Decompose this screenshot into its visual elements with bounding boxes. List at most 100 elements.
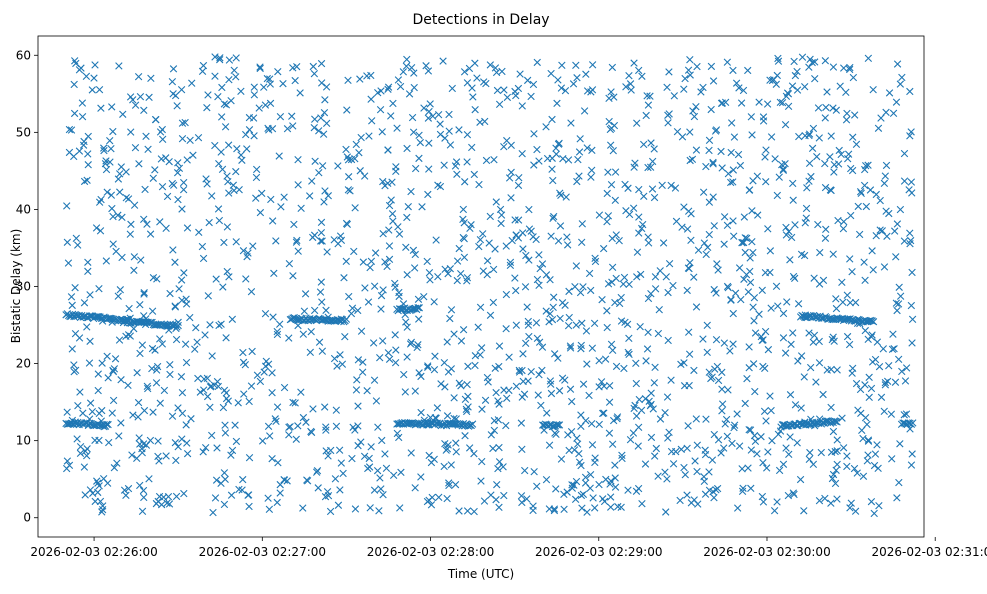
data-point (839, 298, 847, 306)
data-point (805, 329, 813, 337)
data-point (475, 242, 483, 251)
data-point (713, 260, 721, 268)
data-point (476, 118, 484, 126)
data-point (573, 434, 581, 442)
data-point (888, 345, 897, 353)
data-point (515, 368, 524, 376)
data-point (797, 352, 806, 360)
data-point (493, 86, 502, 95)
data-point (755, 310, 763, 318)
data-point (797, 404, 805, 412)
data-point (106, 158, 114, 166)
data-point (463, 158, 471, 166)
data-point (906, 132, 914, 140)
data-point (463, 380, 471, 389)
data-point (463, 131, 472, 139)
data-point (203, 392, 212, 401)
data-point (402, 62, 411, 70)
data-point (737, 295, 745, 304)
data-point (332, 422, 341, 430)
data-point (227, 491, 236, 499)
data-point (366, 263, 374, 272)
data-point (177, 373, 186, 381)
data-point (245, 126, 254, 134)
data-point (417, 372, 425, 381)
data-point (587, 286, 595, 295)
data-point (391, 331, 399, 339)
data-point (368, 117, 376, 125)
data-point (683, 491, 691, 499)
data-point (149, 174, 157, 182)
data-point (232, 73, 240, 81)
data-point (629, 204, 638, 212)
data-point (109, 127, 117, 136)
data-point (391, 359, 400, 367)
data-point (403, 213, 411, 222)
data-point (388, 178, 396, 186)
data-point (467, 221, 475, 229)
data-point (406, 340, 415, 348)
data-point (453, 276, 461, 285)
data-point (536, 264, 544, 273)
data-point (579, 283, 587, 291)
data-point (158, 340, 167, 348)
data-point (134, 413, 142, 421)
data-point (201, 443, 210, 452)
data-point (277, 203, 285, 211)
data-point (260, 368, 268, 376)
data-point (228, 315, 237, 323)
data-point (635, 229, 643, 237)
data-point (578, 238, 586, 247)
data-point (515, 366, 523, 375)
data-point (401, 388, 409, 396)
data-point (585, 391, 593, 400)
data-point (693, 441, 702, 449)
data-point (637, 406, 646, 414)
data-point (701, 450, 710, 459)
data-point (908, 450, 916, 458)
data-point (590, 504, 599, 512)
data-point (495, 100, 504, 109)
data-point (312, 468, 321, 476)
data-point (690, 112, 699, 121)
data-point (64, 259, 73, 267)
data-point (565, 287, 573, 296)
data-point (537, 401, 545, 410)
data-point (619, 280, 628, 288)
data-point (514, 181, 523, 190)
data-point (556, 222, 565, 230)
data-point (502, 290, 511, 299)
data-point (744, 66, 752, 75)
data-point (169, 65, 178, 73)
data-point (554, 237, 563, 245)
data-point (83, 323, 91, 331)
data-point (134, 73, 143, 81)
data-point (806, 448, 814, 457)
data-point (747, 484, 755, 493)
data-point (118, 253, 126, 262)
data-point (126, 93, 135, 101)
data-point (297, 204, 305, 212)
data-point (311, 157, 319, 165)
data-point (615, 237, 623, 245)
data-point (342, 257, 350, 266)
data-point (430, 455, 438, 463)
data-point (651, 273, 660, 281)
data-point (274, 67, 282, 76)
data-point (367, 95, 375, 103)
data-point (663, 393, 672, 401)
data-point (535, 281, 543, 290)
data-point (445, 127, 453, 135)
data-point (859, 472, 868, 480)
data-point (880, 179, 889, 188)
data-point (774, 57, 783, 65)
data-point (252, 165, 261, 174)
data-point (647, 139, 655, 147)
data-point (582, 70, 590, 78)
data-point (835, 146, 843, 155)
data-point (266, 432, 274, 440)
data-point (667, 447, 676, 456)
data-point (317, 278, 326, 286)
data-point (650, 379, 659, 387)
data-point (266, 75, 274, 83)
